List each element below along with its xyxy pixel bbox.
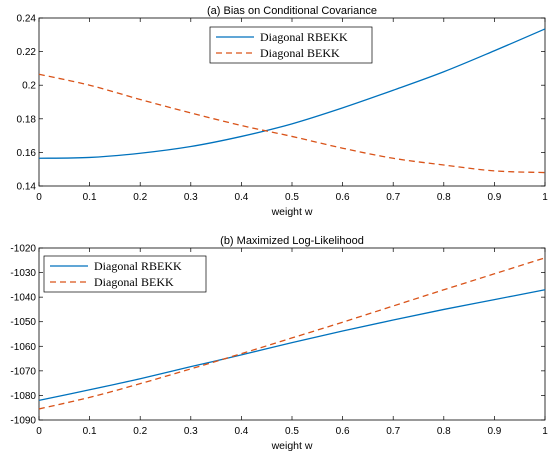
y-tick-label: -1070 [10,366,36,377]
x-tick-label: 0.3 [184,192,198,203]
legend-box [43,255,207,293]
chart-title: (b) Maximized Log-Likelihood [220,235,364,247]
x-tick-label: 0.5 [285,426,299,437]
y-tick-label: 0.22 [17,47,37,58]
x-tick-label: 0.2 [133,192,147,203]
x-tick-label: 0.1 [83,192,97,203]
y-tick-label: -1080 [10,391,36,402]
series-line-diagonal-rbekk [38,289,546,401]
legend: Diagonal RBEKK Diagonal BEKK [209,26,373,64]
chart-bias-covariance: (a) Bias on Conditional Covariance weigh… [17,5,549,218]
x-tick-label: 0.2 [133,426,147,437]
x-axis-label: weight w [271,440,313,452]
x-tick-label: 0.8 [437,426,451,437]
series-line-diagonal-bekk [38,257,546,410]
x-tick-label: 0.1 [83,426,97,437]
x-tick-label: 0.4 [234,426,248,437]
y-tick-label: 0.16 [17,148,37,159]
legend-box [209,26,373,64]
legend: Diagonal RBEKK Diagonal BEKK [43,255,207,293]
legend-label: Diagonal RBEKK [260,30,348,44]
y-tick-label: -1060 [10,342,36,353]
chart-log-likelihood: (b) Maximized Log-Likelihood weight w 0 0… [10,235,548,452]
x-tick-label: 0.6 [336,426,350,437]
y-tick-label: -1050 [10,317,36,328]
x-tick-label: 0 [36,426,42,437]
x-tick-label: 1 [542,192,548,203]
x-tick-label: 0.7 [386,426,400,437]
y-tick-label: 0.24 [17,14,37,25]
legend-label: Diagonal BEKK [94,275,174,289]
x-tick-label: 0.9 [487,192,501,203]
legend-label: Diagonal BEKK [260,46,340,60]
y-tick-label: -1030 [10,268,36,279]
x-tick-label: 0.6 [336,192,350,203]
series-line-diagonal-bekk [38,73,546,174]
x-tick-label: 0.5 [285,192,299,203]
y-tick-label: 0.18 [17,114,37,125]
chart-title: (a) Bias on Conditional Covariance [207,5,377,17]
y-tick-label: -1040 [10,293,36,304]
legend-label: Diagonal RBEKK [94,259,182,273]
x-tick-label: 0.7 [386,192,400,203]
x-tick-label: 0.9 [487,426,501,437]
x-tick-label: 0 [36,192,42,203]
y-tick-label: -1090 [10,416,36,427]
x-tick-label: 0.4 [234,192,248,203]
y-tick-label: 0.2 [22,81,36,92]
x-tick-label: 0.8 [437,192,451,203]
x-axis-label: weight w [271,206,313,218]
x-tick-label: 1 [542,426,548,437]
y-tick-label: 0.14 [17,182,37,193]
y-tick-label: -1020 [10,244,36,255]
x-tick-label: 0.3 [184,426,198,437]
series-line-diagonal-rbekk [38,28,546,159]
